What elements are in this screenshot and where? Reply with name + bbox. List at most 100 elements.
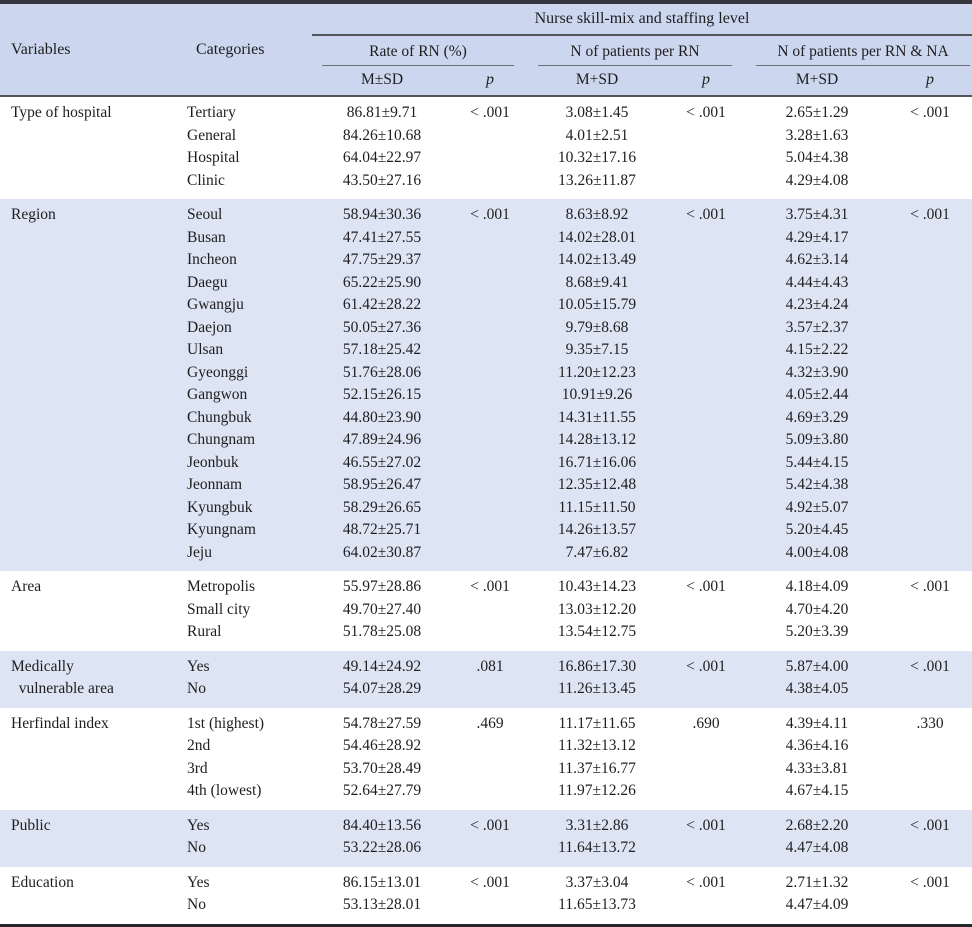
value-cell: 9.35±7.15 (528, 339, 666, 362)
value-cell: 84.26±10.68 (312, 124, 452, 147)
table-row: 3rd 53.70±28.49 11.37±16.77 4.33±3.81 (0, 757, 972, 780)
table-row: Type of hospital Tertiary 86.81±9.71 < .001… (0, 96, 972, 199)
table-row: Busan 47.41±27.55 14.02±28.01 4.29±4.17 (0, 226, 972, 249)
table-row: Kyungbuk 58.29±26.65 11.15±11.50 4.92±5.07 (0, 496, 972, 519)
category-cell: Tertiary (185, 96, 312, 125)
value-cell: 5.20±3.39 (746, 621, 888, 651)
value-cell: 14.02±13.49 (528, 249, 666, 272)
p-value-cell (452, 678, 528, 708)
value-cell: 14.28±13.12 (528, 429, 666, 452)
value-cell: 4.39±4.11 (746, 707, 888, 735)
category-cell: Busan (185, 226, 312, 249)
category-cell: Kyungnam (185, 519, 312, 542)
value-cell: 4.00±4.08 (746, 541, 888, 571)
p-value-cell (666, 894, 746, 924)
stat-header-p-1: p (452, 68, 528, 96)
table-row: Gyeonggi 51.76±28.06 11.20±12.23 4.32±3.90 (0, 361, 972, 384)
value-cell: 5.20±4.45 (746, 519, 888, 542)
p-value-cell (888, 837, 972, 867)
p-value-cell (452, 451, 528, 474)
category-cell: Seoul (185, 199, 312, 227)
value-cell: 86.15±13.01 (312, 866, 452, 894)
p-value-cell: < .001 (888, 199, 972, 227)
p-value-cell (888, 361, 972, 384)
category-cell: Chungnam (185, 429, 312, 452)
value-cell: 53.13±28.01 (312, 894, 452, 924)
category-cell: Jeonbuk (185, 451, 312, 474)
p-value-cell: < .001 (888, 96, 972, 125)
table-row: Daejon 50.05±27.36 9.79±8.68 3.57±2.37 (0, 316, 972, 339)
table-row: 4th (lowest) 52.64±27.79 11.97±12.26 4.67±4… (0, 780, 972, 810)
table-row: No 53.13±28.01 11.65±13.73 4.47±4.09 (0, 894, 972, 924)
value-cell: 64.04±22.97 (312, 147, 452, 170)
p-label: p (702, 70, 710, 88)
header-row-groups: Rate of RN (%) N of patients per RN N of… (0, 35, 972, 68)
p-value-cell (666, 339, 746, 362)
stat-header-msd-1: M±SD (312, 68, 452, 96)
category-cell: Hospital (185, 147, 312, 170)
p-value-cell (888, 621, 972, 651)
value-cell: 2.71±1.32 (746, 866, 888, 894)
value-cell: 49.14±24.92 (312, 650, 452, 678)
p-value-cell (666, 294, 746, 317)
p-value-cell (666, 598, 746, 621)
category-cell: Jeju (185, 541, 312, 571)
value-cell: 48.72±25.71 (312, 519, 452, 542)
p-value-cell (452, 894, 528, 924)
table-row: No 53.22±28.06 11.64±13.72 4.47±4.08 (0, 837, 972, 867)
p-value-cell (666, 621, 746, 651)
value-cell: 4.62±3.14 (746, 249, 888, 272)
value-cell: 64.02±30.87 (312, 541, 452, 571)
p-label: p (926, 70, 934, 88)
value-cell: 4.15±2.22 (746, 339, 888, 362)
p-value-cell (888, 894, 972, 924)
variable-cell: Education (0, 866, 185, 924)
p-value-cell: < .001 (452, 571, 528, 599)
value-cell: 14.02±28.01 (528, 226, 666, 249)
category-cell: No (185, 837, 312, 867)
p-value-cell (888, 271, 972, 294)
value-cell: 50.05±27.36 (312, 316, 452, 339)
p-value-cell (888, 294, 972, 317)
stat-header-msd-2: M+SD (528, 68, 666, 96)
value-cell: 11.15±11.50 (528, 496, 666, 519)
value-cell: 46.55±27.02 (312, 451, 452, 474)
p-value-cell (666, 361, 746, 384)
value-cell: 3.28±1.63 (746, 124, 888, 147)
value-cell: 49.70±27.40 (312, 598, 452, 621)
value-cell: 4.47±4.09 (746, 894, 888, 924)
p-value-cell (666, 169, 746, 199)
value-cell: 3.75±4.31 (746, 199, 888, 227)
value-cell: 4.01±2.51 (528, 124, 666, 147)
table-row: Gwangju 61.42±28.22 10.05±15.79 4.23±4.24 (0, 294, 972, 317)
p-value-cell (452, 124, 528, 147)
value-cell: 58.95±26.47 (312, 474, 452, 497)
table-row: Herfindal index 1st (highest) 54.78±27.59.… (0, 707, 972, 810)
p-value-cell (888, 678, 972, 708)
category-cell: Gyeonggi (185, 361, 312, 384)
category-cell: 4th (lowest) (185, 780, 312, 810)
value-cell: 4.29±4.17 (746, 226, 888, 249)
table-row: Gangwon 52.15±26.15 10.91±9.26 4.05±2.44 (0, 384, 972, 407)
value-cell: 47.41±27.55 (312, 226, 452, 249)
value-cell: 54.78±27.59 (312, 707, 452, 735)
value-cell: 5.87±4.00 (746, 650, 888, 678)
p-value-cell (666, 124, 746, 147)
p-value-cell: .690 (666, 707, 746, 735)
variable-cell: Herfindal index (0, 707, 185, 810)
p-value-cell (888, 226, 972, 249)
p-value-cell (888, 124, 972, 147)
value-cell: 14.31±11.55 (528, 406, 666, 429)
table-row: Clinic 43.50±27.16 13.26±11.87 4.29±4.08 (0, 169, 972, 199)
value-cell: 43.50±27.16 (312, 169, 452, 199)
category-cell: Jeonnam (185, 474, 312, 497)
p-value-cell: < .001 (452, 96, 528, 125)
p-value-cell: < .001 (452, 199, 528, 227)
p-value-cell (452, 169, 528, 199)
category-cell: Metropolis (185, 571, 312, 599)
category-cell: Gangwon (185, 384, 312, 407)
value-cell: 5.04±4.38 (746, 147, 888, 170)
value-cell: 16.71±16.06 (528, 451, 666, 474)
table-section: Region Seoul 58.94±30.36 < .001 8.63±8.92 < .… (0, 199, 972, 571)
table-row: Education Yes 86.15±13.01 < .001 3.37±3.04 < … (0, 866, 972, 924)
